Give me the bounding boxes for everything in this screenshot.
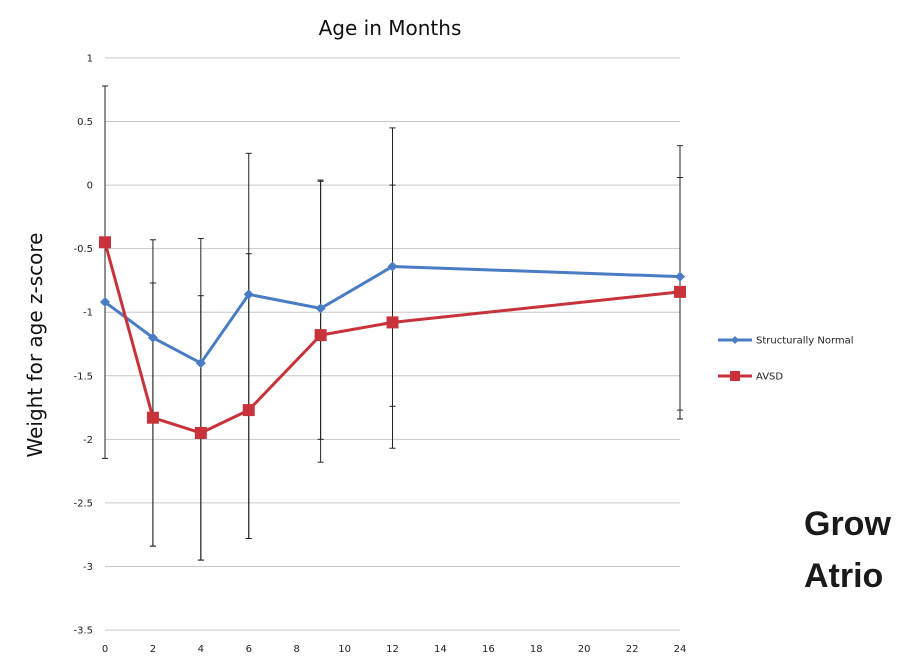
x-tick-label: 8 bbox=[293, 644, 299, 655]
y-tick-label: -2 bbox=[83, 435, 93, 446]
x-tick-label: 12 bbox=[386, 644, 399, 655]
data-point-avsd bbox=[386, 316, 399, 329]
data-point-avsd bbox=[99, 236, 111, 249]
x-tick-label: 2 bbox=[150, 644, 156, 655]
data-point-structurally-normal bbox=[387, 261, 398, 272]
x-tick-label: 10 bbox=[338, 644, 351, 655]
y-tick-label: -2.5 bbox=[73, 498, 93, 509]
slide-title-fragment: Grow Atrio bbox=[804, 498, 912, 602]
y-tick-label: -1 bbox=[83, 308, 93, 319]
data-point-structurally-normal bbox=[243, 289, 254, 300]
chart-title: Age in Months bbox=[319, 16, 462, 40]
legend-label: AVSD bbox=[756, 372, 783, 383]
data-point-avsd bbox=[314, 329, 327, 342]
data-point-avsd bbox=[194, 426, 207, 439]
x-tick-label: 24 bbox=[674, 644, 687, 655]
x-tick-label: 6 bbox=[246, 644, 252, 655]
x-tick-label: 0 bbox=[102, 644, 108, 655]
data-point-avsd bbox=[242, 404, 255, 417]
series-lines bbox=[99, 236, 686, 439]
y-tick-label: -3 bbox=[83, 562, 93, 573]
x-tick-label: 20 bbox=[578, 644, 591, 655]
y-tick-label: -3.5 bbox=[73, 626, 93, 637]
legend-marker bbox=[731, 336, 739, 344]
x-tick-label: 18 bbox=[530, 644, 543, 655]
x-tick-label: 22 bbox=[626, 644, 639, 655]
y-tick-label: 0.5 bbox=[77, 117, 93, 128]
y-tick-label: -0.5 bbox=[73, 244, 93, 255]
slide-title-line-1: Grow bbox=[804, 505, 891, 543]
error-bars bbox=[102, 85, 683, 561]
x-tick-label: 16 bbox=[482, 644, 495, 655]
y-axis-title: Weight for age z-score bbox=[23, 233, 47, 458]
y-tick-label: 0 bbox=[87, 181, 93, 192]
data-point-structurally-normal bbox=[315, 303, 326, 314]
legend: Structurally Normal AVSD bbox=[718, 336, 854, 383]
x-tick-label: 14 bbox=[434, 644, 447, 655]
data-point-structurally-normal bbox=[147, 332, 158, 343]
legend-label: Structurally Normal bbox=[756, 336, 854, 347]
data-point-structurally-normal bbox=[675, 271, 685, 282]
data-point-avsd bbox=[674, 285, 686, 298]
data-point-avsd bbox=[146, 411, 159, 424]
slide-title-line-2: Atrio bbox=[804, 557, 884, 595]
data-point-structurally-normal bbox=[100, 297, 110, 308]
legend-marker bbox=[730, 371, 740, 381]
y-tick-label: -1.5 bbox=[73, 371, 93, 382]
data-point-structurally-normal bbox=[195, 358, 206, 369]
axes: 10.50-0.5-1-1.5-2-2.5-3-3.50 2 4 6 8 10 12 14 16… bbox=[73, 54, 686, 656]
y-tick-label: 1 bbox=[87, 54, 93, 65]
x-tick-label: 4 bbox=[198, 644, 204, 655]
